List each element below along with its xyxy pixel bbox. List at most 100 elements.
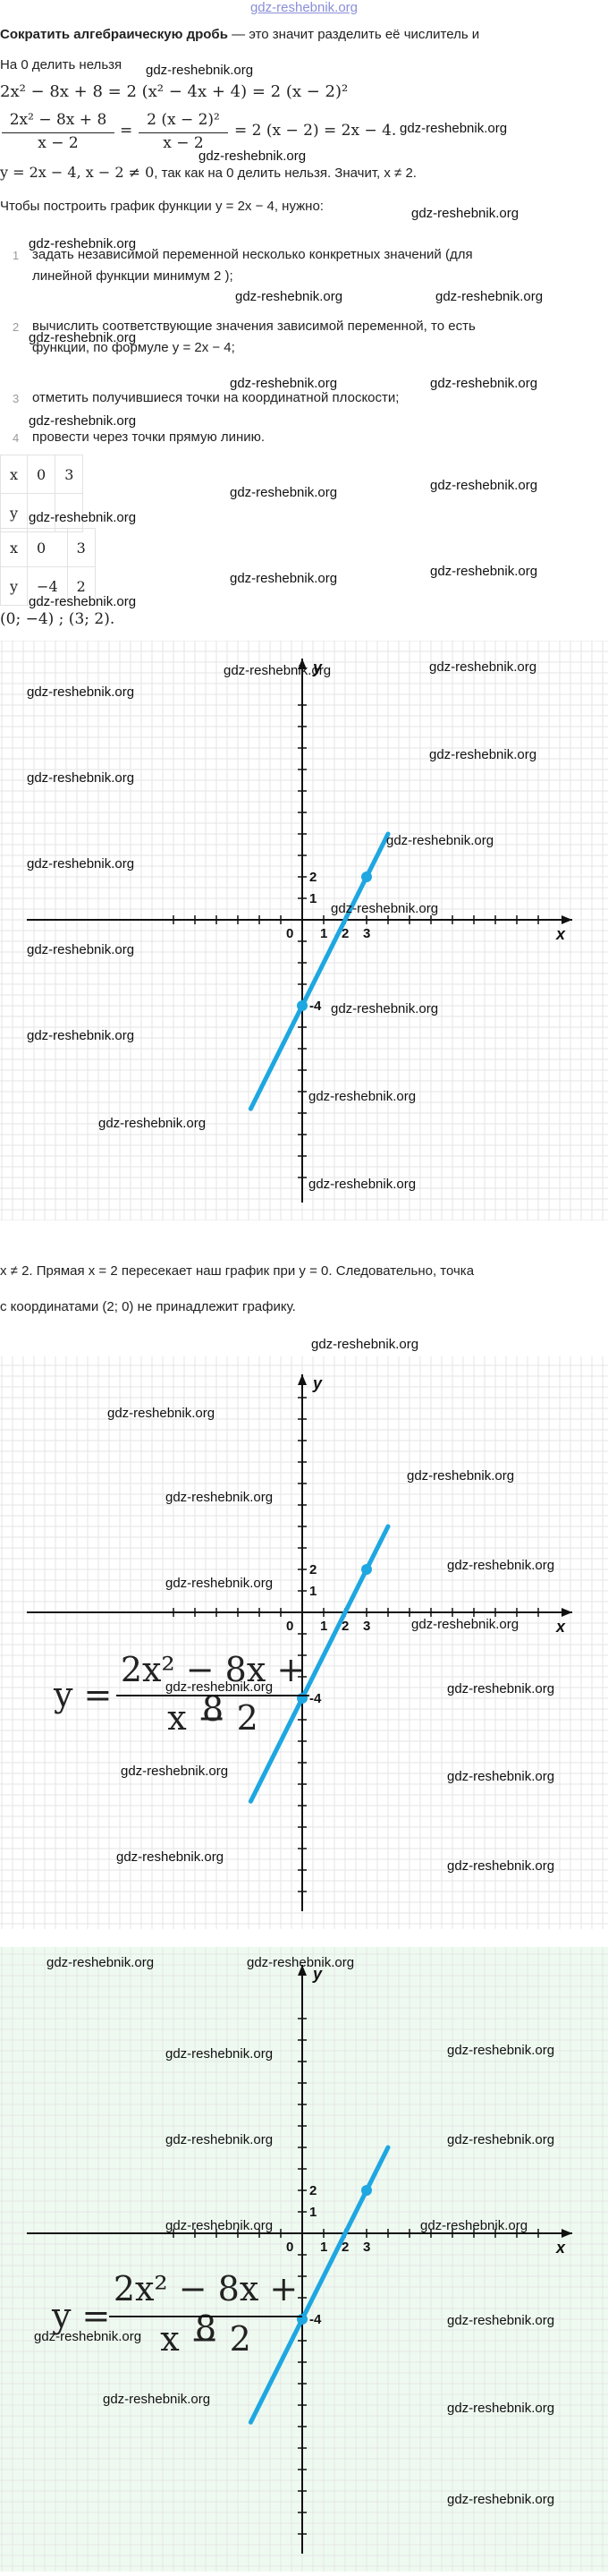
watermark: gdz-reshebnik.org [165,2132,273,2147]
table-cell: 0 [27,455,56,494]
table-cell: 3 [66,528,96,567]
watermark: gdz-reshebnik.org [27,684,134,700]
intro-line6: Чтобы построить график функции y = 2x − … [0,199,324,214]
y-axis-label: y [312,659,323,676]
watermark: gdz-reshebnik.org [146,63,254,78]
intro-title: Сократить алгебраическую дробь — это зна… [0,25,479,45]
watermark: gdz-reshebnik.org [331,1001,438,1016]
x-tick-label: 1 [320,1619,327,1634]
watermark: gdz-reshebnik.org [420,2218,528,2233]
eq2-denominator: x − 2 [38,134,79,152]
plot-point [361,871,372,882]
watermark: gdz-reshebnik.org [311,1337,419,1352]
watermark: gdz-reshebnik.org [165,2046,273,2062]
step-2-line-2: функции, по формуле y = 2x − 4; [32,340,235,355]
watermark: gdz-reshebnik.org [447,1858,554,1874]
y-tick-label: 2 [309,1562,317,1577]
x-axis-arrow [562,915,572,924]
x-tick-label: 3 [363,2240,370,2255]
line5-text: , так как на 0 делить нельзя. Значит, x … [154,166,417,181]
y-axis-arrow [298,1374,307,1385]
y-tick-label: -4 [309,1691,322,1706]
watermark: gdz-reshebnik.org [98,1116,206,1131]
watermark: gdz-reshebnik.org [447,2043,554,2058]
step-number: 1 [13,249,20,262]
equation-2: 2x² − 8x + 8 x − 2 = 2 (x − 2)² x − 2 = … [0,111,420,156]
intro-title-rest: — это значит разделить её числитель и [227,27,480,42]
watermark: gdz-reshebnik.org [27,942,134,957]
step-1-line-2: линейной функции минимум 2 ); [32,268,233,284]
watermark: gdz-reshebnik.org [429,747,536,762]
step-number: 4 [13,431,20,445]
x-tick-label: 1 [320,2240,327,2255]
table-cell: 0 [27,528,68,567]
graph-3: x y 0 1 2 3 2 1 -4 gdz-reshebnik.org gdz-reshebnik… [0,1947,608,2572]
x-tick-label: 3 [363,1619,370,1634]
watermark: gdz-reshebnik.org [400,121,508,136]
formula-overlay: y = 2x² − 8x + 8 x − 2 [52,2269,311,2362]
equation-1: 2x² − 8x + 8 = 2 (x² − 4x + 4) = 2 (x − … [0,82,349,101]
formula-denominator: x − 2 [167,1698,258,1738]
step-4-line-1: провести через точки прямую линию. [32,429,266,445]
watermark: gdz-reshebnik.org [165,1576,273,1591]
watermark: gdz-reshebnik.org [29,510,137,525]
watermark: gdz-reshebnik.org [230,485,338,500]
step-2-line-1: вычислить соответствующие значения завис… [32,319,476,334]
watermark: gdz-reshebnik.org [447,2313,554,2328]
watermark: gdz-reshebnik.org [224,663,331,678]
note-line-2: с координатами (2; 0) не принадлежит гра… [0,1299,296,1314]
watermark: gdz-reshebnik.org [308,1177,416,1192]
watermark: gdz-reshebnik.org [230,571,338,586]
formula-numerator: 2x² − 8x + 8 [120,1650,306,1729]
watermark: gdz-reshebnik.org [247,1955,354,1970]
watermark: gdz-reshebnik.org [29,594,137,609]
origin-label: 0 [286,2240,293,2255]
formula-lhs: y = [52,2296,111,2335]
table-cell: 3 [55,455,84,494]
table-cell: y [0,566,29,606]
watermark: gdz-reshebnik.org [435,289,544,304]
watermark: gdz-reshebnik.org [407,1468,514,1484]
y-tick-label: 2 [309,2183,317,2198]
y-axis-arrow [298,1965,307,1976]
note-line-1: x ≠ 2. Прямая x = 2 пересекает наш графи… [0,1263,475,1279]
points-text: (0; −4) ; (3; 2). [0,610,115,628]
step-1-line-1: задать независимой переменной несколько … [32,247,473,262]
step-number: 3 [13,392,20,405]
watermark: gdz-reshebnik.org [447,1558,554,1573]
intro-line2: На 0 делить нельзя [0,57,122,72]
formula-lhs: y = [54,1675,113,1714]
y-axis-label: y [312,1374,323,1392]
watermark: gdz-reshebnik.org [331,901,438,916]
table-cell: 2 [66,566,96,606]
watermark: gdz-reshebnik.org [230,376,338,391]
watermark: gdz-reshebnik.org [116,1849,224,1865]
plot-point [361,2185,372,2196]
intro-line5: y = 2x − 4, x − 2 ≠ 0, так как на 0 дели… [0,163,417,183]
eq2-mid-numerator: 2 (x − 2)² [147,111,220,129]
step-number: 2 [13,320,20,334]
graph-1: x y 0 1 2 3 2 1 -4 gdz-reshebnik.org gdz-reshebnik… [0,640,608,1221]
watermark: gdz-reshebnik.org [29,236,137,251]
eq2-tail: = 2 (x − 2) = 2x − 4. [234,122,397,140]
watermark: gdz-reshebnik.org [411,1617,519,1632]
x-axis-arrow [562,2229,572,2238]
table-cell: x [0,528,29,567]
watermark: gdz-reshebnik.org [103,2392,210,2407]
formula-numerator: 2x² − 8x + 8 [113,2269,299,2348]
watermark: gdz-reshebnik.org [29,330,137,345]
y-axis-label: y [312,1965,323,1983]
site-link[interactable]: gdz-reshebnik.org [249,0,359,15]
origin-label: 0 [286,926,293,941]
watermark: gdz-reshebnik.org [29,413,137,429]
watermark: gdz-reshebnik.org [27,770,134,786]
watermark: gdz-reshebnik.org [27,1028,134,1043]
watermark: gdz-reshebnik.org [430,478,538,493]
watermark: gdz-reshebnik.org [46,1955,154,1970]
watermark: gdz-reshebnik.org [107,1406,215,1421]
formula-denominator: x − 2 [160,2319,251,2359]
watermark: gdz-reshebnik.org [198,149,307,164]
